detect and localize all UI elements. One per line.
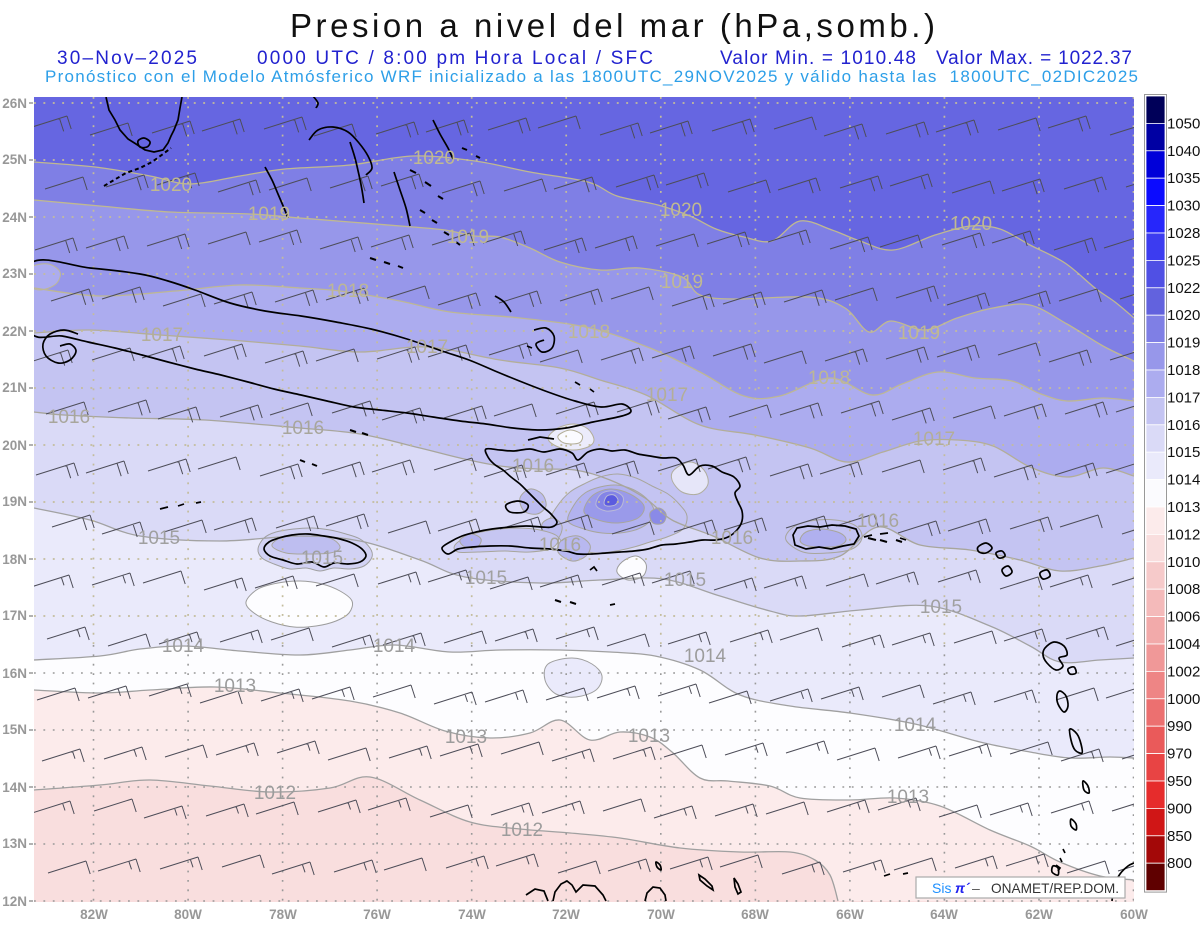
svg-text:0000 UTC / 8:00 pm Hora Local: 0000 UTC / 8:00 pm Hora Local / SFC [257, 48, 653, 69]
svg-text:18N: 18N [2, 552, 27, 567]
svg-text:1008: 1008 [1167, 581, 1200, 598]
svg-text:1018: 1018 [1167, 362, 1200, 379]
svg-text:1019: 1019 [661, 272, 703, 293]
svg-text:Valor Max. = 1022.37: Valor Max. = 1022.37 [936, 48, 1132, 69]
svg-text:1016: 1016 [711, 528, 753, 549]
svg-text:1000: 1000 [1167, 691, 1200, 708]
svg-text:24N: 24N [2, 210, 27, 225]
svg-text:12N: 12N [2, 894, 27, 909]
svg-text:1006: 1006 [1167, 609, 1200, 626]
svg-text:78W: 78W [269, 907, 297, 922]
svg-text:1014: 1014 [684, 646, 727, 667]
svg-text:1025: 1025 [1167, 252, 1200, 269]
svg-text:1012: 1012 [501, 820, 543, 841]
svg-text:1017: 1017 [406, 337, 448, 358]
svg-text:66W: 66W [836, 907, 864, 922]
svg-text:1015: 1015 [465, 568, 507, 589]
svg-text:1019: 1019 [898, 323, 940, 344]
svg-text:1015: 1015 [301, 548, 343, 569]
svg-text:900: 900 [1167, 800, 1192, 817]
svg-text:1017: 1017 [913, 429, 955, 450]
svg-text:1020: 1020 [1167, 307, 1200, 324]
svg-text:1013: 1013 [214, 676, 256, 697]
svg-text:Pronóstico con el Modelo Atmós: Pronóstico con el Modelo Atmósferico WRF… [45, 67, 1138, 86]
svg-text:60W: 60W [1120, 907, 1148, 922]
svg-text:1035: 1035 [1167, 170, 1200, 187]
svg-text:1016: 1016 [857, 511, 899, 532]
svg-text:1017: 1017 [141, 325, 183, 346]
svg-text:70W: 70W [647, 907, 675, 922]
svg-text:22N: 22N [2, 324, 27, 339]
svg-text:1018: 1018 [568, 322, 610, 343]
svg-text:1014: 1014 [162, 636, 205, 657]
svg-text:64W: 64W [930, 907, 958, 922]
svg-text:1020: 1020 [950, 214, 992, 235]
svg-text:1019: 1019 [248, 204, 290, 225]
svg-text:Presion a nivel del mar (hPa,s: Presion a nivel del mar (hPa,somb.) [290, 7, 935, 44]
svg-text:21N: 21N [2, 380, 27, 395]
svg-text:1050: 1050 [1167, 115, 1200, 132]
svg-text:1017: 1017 [646, 385, 688, 406]
svg-text:1016: 1016 [48, 407, 90, 428]
svg-text:26N: 26N [2, 96, 27, 111]
svg-text:800: 800 [1167, 855, 1192, 872]
svg-text:1013: 1013 [887, 787, 929, 808]
svg-text:80W: 80W [174, 907, 202, 922]
svg-text:1014: 1014 [894, 715, 937, 736]
svg-text:17N: 17N [2, 608, 27, 623]
svg-text:1015: 1015 [138, 528, 180, 549]
svg-text:1020: 1020 [150, 175, 192, 196]
svg-text:1016: 1016 [539, 535, 581, 556]
svg-text:1028: 1028 [1167, 225, 1200, 242]
svg-text:1015: 1015 [920, 597, 962, 618]
svg-text:1012: 1012 [1167, 526, 1200, 543]
svg-text:1013: 1013 [628, 726, 670, 747]
svg-text:25N: 25N [2, 152, 27, 167]
svg-text:1016: 1016 [282, 418, 324, 439]
svg-text:Valor Min. = 1010.48: Valor Min. = 1010.48 [720, 48, 916, 69]
svg-text:1018: 1018 [327, 281, 369, 302]
svg-text:1018: 1018 [808, 368, 850, 389]
svg-text:20N: 20N [2, 438, 27, 453]
svg-text:1012: 1012 [254, 783, 296, 804]
svg-text:990: 990 [1167, 718, 1192, 735]
svg-text:68W: 68W [741, 907, 769, 922]
svg-text:14N: 14N [2, 780, 27, 795]
svg-text:850: 850 [1167, 828, 1192, 845]
svg-text:1022: 1022 [1167, 280, 1200, 297]
svg-text:62W: 62W [1025, 907, 1053, 922]
svg-text:13N: 13N [2, 836, 27, 851]
svg-text:1020: 1020 [413, 148, 455, 169]
svg-text:1004: 1004 [1167, 636, 1200, 653]
svg-text:1002: 1002 [1167, 663, 1200, 680]
svg-text:30–Nov–2025: 30–Nov–2025 [57, 48, 197, 69]
svg-text:1017: 1017 [1167, 389, 1200, 406]
svg-text:76W: 76W [363, 907, 391, 922]
svg-text:1010: 1010 [1167, 554, 1200, 571]
svg-text:72W: 72W [552, 907, 580, 922]
svg-text:1019: 1019 [447, 227, 489, 248]
svg-text:1013: 1013 [1167, 499, 1200, 516]
svg-text:1014: 1014 [1167, 472, 1200, 489]
svg-text:1020: 1020 [660, 200, 702, 221]
svg-text:23N: 23N [2, 266, 27, 281]
svg-text:1040: 1040 [1167, 143, 1200, 160]
svg-text:1015: 1015 [664, 570, 706, 591]
svg-text:74W: 74W [458, 907, 486, 922]
svg-text:950: 950 [1167, 773, 1192, 790]
svg-text:1030: 1030 [1167, 198, 1200, 215]
svg-text:1019: 1019 [1167, 335, 1200, 352]
svg-text:19N: 19N [2, 494, 27, 509]
svg-text:970: 970 [1167, 746, 1192, 763]
svg-text:1013: 1013 [445, 727, 487, 748]
svg-text:1016: 1016 [1167, 417, 1200, 434]
svg-text:15N: 15N [2, 722, 27, 737]
svg-text:16N: 16N [2, 666, 27, 681]
svg-text:82W: 82W [80, 907, 108, 922]
svg-text:1016: 1016 [512, 456, 554, 477]
svg-text:1014: 1014 [373, 636, 416, 657]
svg-text:1015: 1015 [1167, 444, 1200, 461]
